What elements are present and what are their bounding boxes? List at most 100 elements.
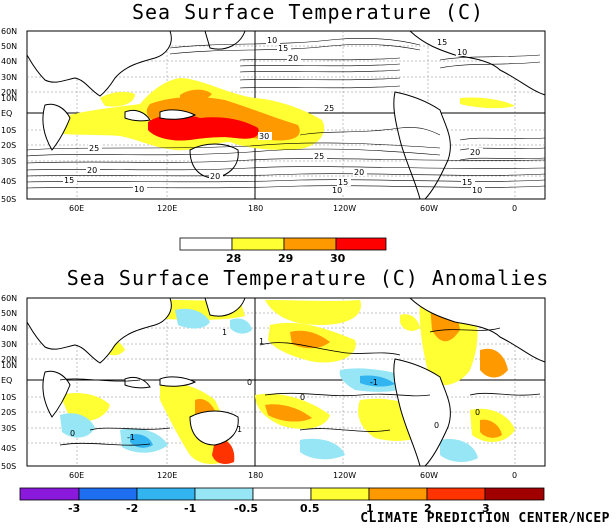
contour-label: -1 (127, 433, 135, 442)
contour-label: 10 (472, 186, 482, 195)
lat-label: 30N (1, 340, 17, 349)
lat-label: 50S (1, 462, 16, 471)
contour-label: 1 (259, 337, 264, 346)
colorbar-label: 29 (278, 252, 293, 265)
lat-label: 50S (1, 195, 16, 204)
lat-label: 30S (1, 424, 16, 433)
contour-label: 0 (434, 421, 439, 430)
lat-label: 10N (1, 94, 17, 103)
lon-label: 60E (69, 204, 84, 213)
sst-title: Sea Surface Temperature (C) (131, 0, 485, 24)
lon-label: 120E (157, 204, 177, 213)
lon-label: 180 (248, 204, 263, 213)
lat-label: 50N (1, 42, 17, 51)
sst-isotherms (26, 38, 546, 189)
contour-label: -1 (370, 378, 378, 387)
colorbar-swatch (335, 237, 387, 251)
anomaly-contours (59, 327, 541, 446)
colorbar-label: -2 (126, 502, 138, 515)
colorbar-swatch (194, 487, 254, 501)
lat-label: 10S (1, 393, 16, 402)
colorbar-swatch (179, 237, 233, 251)
lat-label: 20S (1, 141, 16, 150)
sst-continents (26, 30, 546, 200)
colorbar-label: 30 (330, 252, 346, 265)
anomaly-continents (26, 297, 546, 467)
contour-label: 30 (259, 132, 269, 141)
colorbar-swatch (136, 487, 196, 501)
colorbar-swatch (484, 487, 545, 501)
lat-label: 60N (1, 27, 17, 36)
contour-label: 10 (134, 185, 144, 194)
lat-label: 40N (1, 324, 17, 333)
contour-label: 20 (288, 54, 298, 63)
anomaly-title: Sea Surface Temperature (C) Anomalies (66, 266, 550, 290)
lat-label: 20N (1, 88, 17, 97)
anomaly-lat-labels: 60N 50N 40N 30N 20N 10N EQ 10S 20S 30S 4… (1, 294, 17, 471)
colorbar-swatch (283, 237, 337, 251)
lat-label: 40S (1, 177, 16, 186)
colorbar-swatch (19, 487, 80, 501)
colorbar-label: 3 (482, 502, 490, 515)
colorbar-label: 1 (366, 502, 374, 515)
colorbar-label: -1 (184, 502, 196, 515)
lat-label: 30S (1, 157, 16, 166)
sst-lon-labels: 60E 120E 180 120W 60W 0 (69, 204, 517, 213)
anomaly-contour-labels: 1 0 -1 1 0 0 -1 0 1 0 (70, 328, 480, 442)
lat-label: EQ (1, 109, 12, 118)
contour-label: 15 (437, 38, 447, 47)
lat-label: 40N (1, 57, 17, 66)
lat-label: 20S (1, 408, 16, 417)
anomaly-colorbar: -3 -2 -1 -0.5 0.5 1 2 3 (19, 487, 545, 515)
contour-label: 0 (70, 429, 75, 438)
sst-contour-labels: 10 15 20 25 25 20 15 10 25 20 15 10 10 1… (63, 36, 485, 195)
sst-map: 10 15 20 25 25 20 15 10 25 20 15 10 10 1… (1, 27, 546, 213)
colorbar-label: -0.5 (234, 502, 258, 515)
lat-label: 40S (1, 444, 16, 453)
contour-label: 15 (338, 178, 348, 187)
colorbar-label: 2 (424, 502, 432, 515)
contour-label: 20 (87, 166, 97, 175)
colorbar-swatch (310, 487, 370, 501)
contour-label: 0 (300, 393, 305, 402)
contour-label: 10 (332, 186, 342, 195)
colorbar-swatch (231, 237, 285, 251)
lon-label: 60E (69, 471, 84, 480)
contour-label: 1 (237, 425, 242, 434)
lon-label: 60W (420, 471, 438, 480)
contour-label: 1 (222, 328, 227, 337)
colorbar-swatch (426, 487, 486, 501)
lon-label: 60W (420, 204, 438, 213)
anomaly-map: 1 0 -1 1 0 0 -1 0 1 0 60N 50N 40N 30N 20… (1, 294, 546, 480)
lon-label: 120E (157, 471, 177, 480)
contour-label: 0 (475, 408, 480, 417)
contour-label: 15 (64, 176, 74, 185)
lat-label: 60N (1, 294, 17, 303)
colorbar-swatch (78, 487, 138, 501)
colorbar-swatch (252, 487, 312, 501)
colorbar-swatch (368, 487, 428, 501)
contour-label: 0 (247, 378, 252, 387)
contour-label: 20 (470, 148, 480, 157)
contour-label: 20 (210, 172, 220, 181)
contour-label: 20 (354, 168, 364, 177)
contour-label: 15 (462, 178, 472, 187)
sst-colorbar: 28 29 30 (179, 237, 387, 265)
contour-label: 10 (457, 48, 467, 57)
lat-label: 30N (1, 73, 17, 82)
lon-label: 120W (333, 471, 356, 480)
lat-label: 10S (1, 126, 16, 135)
contour-label: 15 (278, 44, 288, 53)
colorbar-label: -3 (68, 502, 80, 515)
anomaly-lon-labels: 60E 120E 180 120W 60W 0 (69, 471, 517, 480)
lat-label: 10N (1, 361, 17, 370)
lat-label: EQ (1, 376, 12, 385)
lon-label: 120W (333, 204, 356, 213)
lon-label: 180 (248, 471, 263, 480)
contour-label: 25 (89, 144, 99, 153)
colorbar-label: 0.5 (300, 502, 320, 515)
contour-label: 25 (314, 152, 324, 161)
contour-label: 10 (267, 36, 277, 45)
lon-label: 0 (512, 204, 517, 213)
